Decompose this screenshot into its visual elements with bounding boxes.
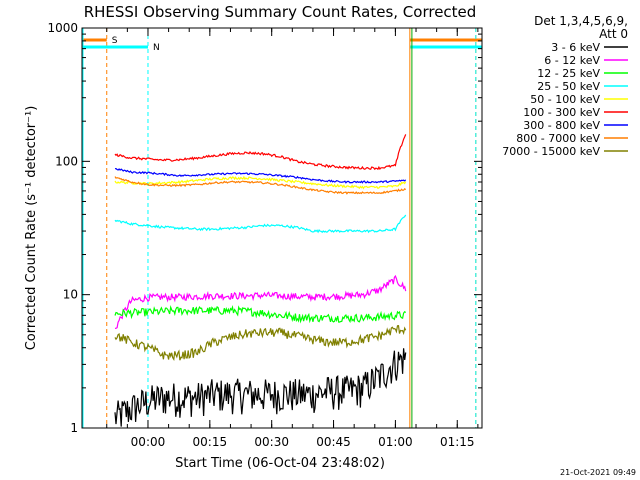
series-line-3 xyxy=(114,214,407,234)
series-line-1 xyxy=(114,274,407,329)
x-axis-label: Start Time (06-Oct-04 23:48:02) xyxy=(175,456,385,471)
legend-label-1: 6 - 12 keV xyxy=(544,54,600,67)
legend-label-3: 25 - 50 keV xyxy=(537,80,600,93)
series-line-0 xyxy=(114,348,407,427)
plot-area: SN xyxy=(82,28,482,428)
y-tick-label-3: 1000 xyxy=(47,21,78,35)
series-line-6 xyxy=(114,167,407,184)
y-tick-label-0: 1 xyxy=(70,421,78,435)
legend-label-2: 12 - 25 keV xyxy=(537,67,600,80)
flag-label-N: N xyxy=(153,43,160,53)
legend-label-6: 300 - 800 keV xyxy=(523,119,600,132)
legend-label-7: 800 - 7000 keV xyxy=(516,132,600,145)
x-axis: 00:00 00:15 00:30 00:45 01:00 01:15 xyxy=(106,28,479,449)
timestamp: 21-Oct-2021 09:49 xyxy=(560,468,636,477)
series-line-2 xyxy=(114,304,407,324)
flag-label-S: S xyxy=(112,36,118,46)
series-line-8 xyxy=(114,325,407,362)
series-line-7 xyxy=(114,176,407,195)
x-tick-label-0: 00:00 xyxy=(131,435,166,449)
legend-header-line-2: Att 0 xyxy=(599,27,628,41)
x-tick-label-4: 01:00 xyxy=(378,435,413,449)
x-tick-label-1: 00:15 xyxy=(193,435,228,449)
legend-header-line-1: Det 1,3,4,5,6,9, xyxy=(534,14,628,28)
y-axis-label: Corrected Count Rate (s⁻¹ detector⁻¹) xyxy=(24,106,39,351)
legend-label-5: 100 - 300 keV xyxy=(523,106,600,119)
y-tick-label-2: 100 xyxy=(55,154,78,168)
legend-label-0: 3 - 6 keV xyxy=(551,41,600,54)
plot-frame xyxy=(81,27,483,429)
series-line-4 xyxy=(114,175,407,190)
y-tick-label-1: 10 xyxy=(63,288,78,302)
legend-label-8: 7000 - 15000 keV xyxy=(502,145,600,158)
chart-title: RHESSI Observing Summary Count Rates, Co… xyxy=(84,3,477,21)
x-tick-label-3: 00:45 xyxy=(316,435,351,449)
x-tick-label-2: 00:30 xyxy=(254,435,289,449)
legend-label-4: 50 - 100 keV xyxy=(530,93,600,106)
series-line-5 xyxy=(114,134,407,171)
y-axis: 1 10 100 1000 xyxy=(47,21,482,435)
x-tick-label-5: 01:15 xyxy=(440,435,475,449)
